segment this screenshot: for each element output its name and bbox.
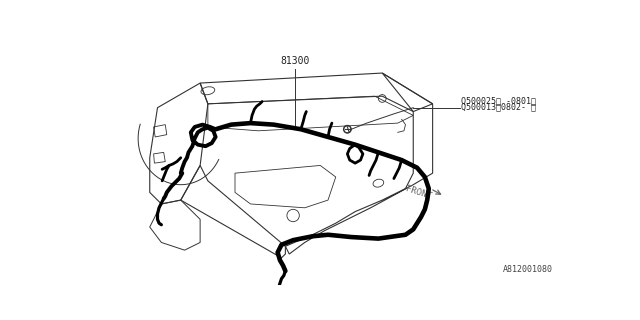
Text: FRONT: FRONT [404, 184, 432, 201]
Text: A812001080: A812001080 [503, 265, 553, 274]
Text: Q500013（0802- ）: Q500013（0802- ） [461, 102, 536, 112]
Text: Q500025（ -0801）: Q500025（ -0801） [461, 96, 536, 105]
Text: 81300: 81300 [281, 56, 310, 66]
